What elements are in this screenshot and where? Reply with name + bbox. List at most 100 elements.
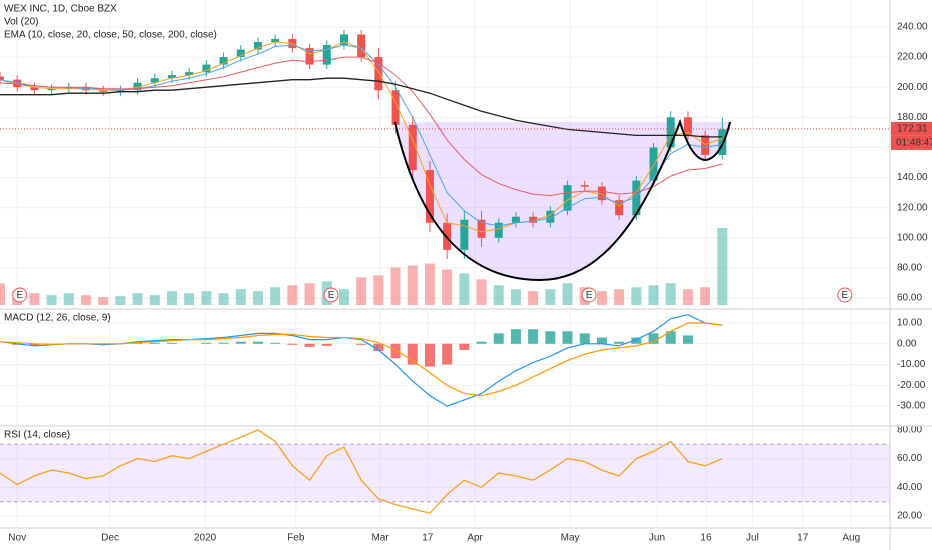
volume-bar <box>545 289 556 305</box>
candle-body <box>236 49 245 58</box>
volume-bar <box>46 295 57 305</box>
x-tick-label: Mar <box>371 533 389 544</box>
histogram-bar <box>596 337 607 344</box>
ema-line <box>0 77 723 138</box>
price-label: 172.31 <box>897 124 928 135</box>
candle-body <box>253 42 262 50</box>
y-tick-label: 40.00 <box>897 482 922 493</box>
volume-bar <box>235 289 246 305</box>
x-tick-label: 2020 <box>194 533 217 544</box>
y-tick-label: 0.00 <box>897 338 917 349</box>
candle-body <box>615 200 624 216</box>
volume-bar <box>218 293 229 305</box>
x-tick-label: 16 <box>700 533 712 544</box>
volume-bar <box>338 289 349 305</box>
candle-body <box>64 87 73 89</box>
x-tick-label: Dec <box>101 533 119 544</box>
candle-body <box>391 90 400 125</box>
y-tick-label: 20.00 <box>897 511 922 522</box>
candle-body <box>374 57 383 91</box>
volume-bar <box>682 289 693 305</box>
histogram-bar <box>614 341 625 344</box>
candle-body <box>408 124 417 171</box>
histogram-bar <box>287 343 298 345</box>
candle-body <box>13 79 22 88</box>
candle-body <box>563 185 572 211</box>
histogram-bar <box>631 337 642 344</box>
candle-body <box>701 135 710 155</box>
volume-bar <box>184 293 195 305</box>
earnings-label: E <box>328 290 335 301</box>
volume-bar <box>356 277 367 305</box>
candle-body <box>494 222 503 238</box>
x-tick-label: May <box>561 533 580 544</box>
x-tick-label: Feb <box>287 533 305 544</box>
candle-body <box>99 90 108 92</box>
volume-bar <box>407 265 418 305</box>
x-tick-label: Apr <box>467 533 483 544</box>
candle-body <box>460 219 469 250</box>
volume-bar <box>287 285 298 305</box>
volume-bar <box>665 283 676 305</box>
histogram-bar <box>356 343 367 345</box>
y-tick-label: 180.00 <box>897 112 928 123</box>
volume-bar <box>459 273 470 305</box>
candle-body <box>477 219 486 238</box>
x-tick-label: 17 <box>422 533 434 544</box>
volume-bar <box>98 297 109 305</box>
ema-line <box>0 44 723 227</box>
histogram-bar <box>321 343 332 346</box>
candle-body <box>649 147 658 181</box>
histogram-bar <box>442 343 453 365</box>
candle-body <box>683 117 692 136</box>
candle-body <box>167 75 176 79</box>
volume-bar <box>700 287 711 305</box>
price-label-box <box>891 121 932 136</box>
y-tick-label: 60.00 <box>897 453 922 464</box>
volume-bar <box>270 287 281 305</box>
histogram-bar <box>201 342 212 344</box>
rsi-band-fill <box>0 444 890 502</box>
histogram-bar <box>270 342 281 344</box>
histogram-bar <box>476 341 487 344</box>
earnings-label: E <box>16 290 23 301</box>
y-tick-label: -20.00 <box>897 380 926 391</box>
candle-body <box>30 87 39 91</box>
y-tick-label: 240.00 <box>897 22 928 33</box>
histogram-bar <box>510 329 521 344</box>
earnings-label: E <box>586 290 593 301</box>
y-tick-label: 140.00 <box>897 172 928 183</box>
candle-body <box>0 76 4 80</box>
y-tick-label: -30.00 <box>897 401 926 412</box>
histogram-bar <box>149 342 160 344</box>
histogram-bar <box>390 343 401 359</box>
histogram-bar <box>459 343 470 350</box>
volume-bar <box>166 291 177 305</box>
ema-legend: EMA (10, close, 20, close, 50, close, 20… <box>4 30 217 41</box>
y-tick-label: -10.00 <box>897 359 926 370</box>
histogram-bar <box>562 331 573 344</box>
histogram-bar <box>218 342 229 344</box>
histogram-bar <box>373 343 384 352</box>
histogram-bar <box>682 335 693 344</box>
x-tick-label: Nov <box>8 533 26 544</box>
volume-bar <box>115 296 126 305</box>
y-tick-label: 200.00 <box>897 82 928 93</box>
candle-body <box>425 170 434 223</box>
candle-body <box>322 45 331 65</box>
candle-body <box>357 34 366 58</box>
earnings-marker <box>581 287 597 303</box>
candle-body <box>580 185 589 187</box>
candle-body <box>511 216 520 223</box>
volume-bar <box>0 283 5 305</box>
volume-bar <box>424 263 435 305</box>
volume-bar <box>373 275 384 305</box>
y-tick-label: 80.00 <box>897 263 922 274</box>
volume-bar <box>304 283 315 305</box>
candle-body <box>632 180 641 216</box>
histogram-bar <box>528 329 539 344</box>
candle-body <box>305 48 314 65</box>
candle-body <box>271 39 280 43</box>
volume-bar <box>510 289 521 305</box>
candle-body <box>546 210 555 223</box>
